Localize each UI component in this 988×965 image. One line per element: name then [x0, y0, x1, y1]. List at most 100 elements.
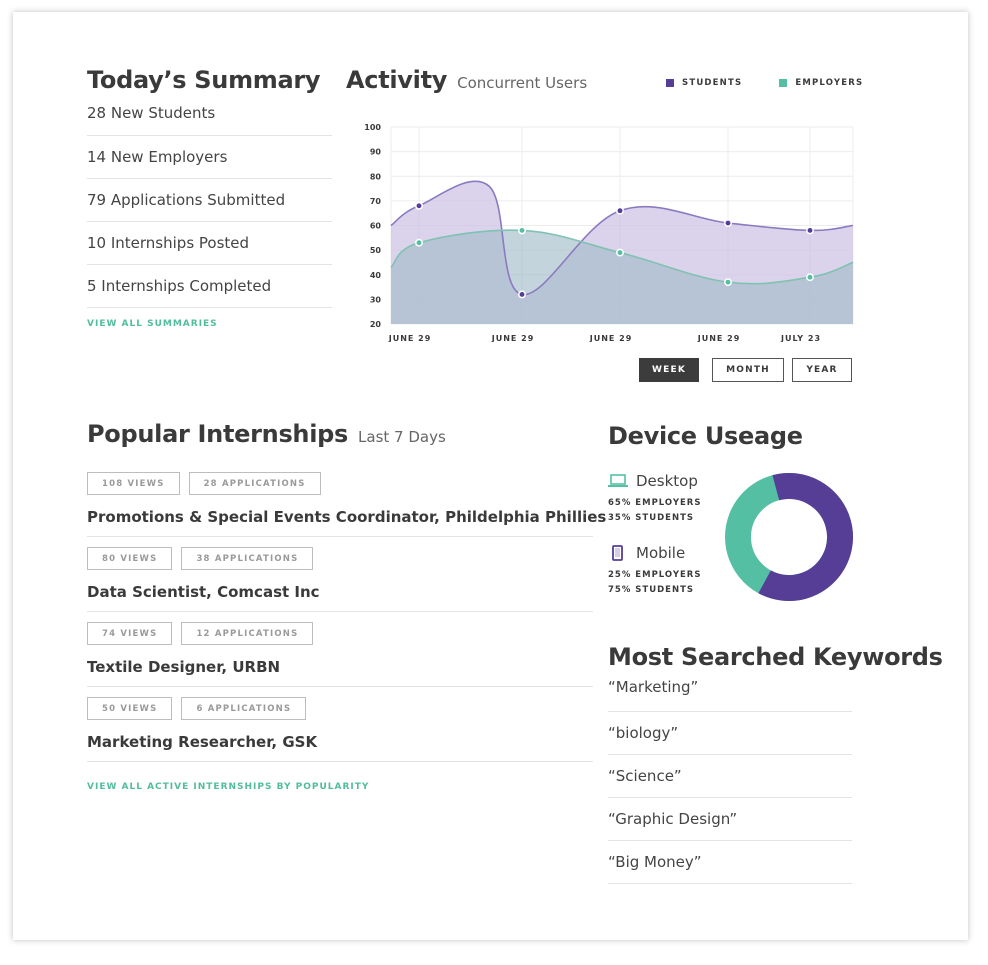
mobile-students-stat: 75% STUDENTS [608, 585, 695, 595]
internships-subtitle: Last 7 Days [358, 428, 446, 446]
keywords-list: “Marketing” “biology” “Science” “Graphic… [608, 674, 852, 884]
y-tick-label: 90 [370, 148, 382, 157]
data-point-students [806, 226, 814, 235]
applications-badge: 28 APPLICATIONS [188, 472, 321, 495]
range-month-button[interactable]: MONTH [712, 358, 784, 382]
internship-item: 74 VIEWS 12 APPLICATIONS Textile Designe… [87, 622, 593, 687]
y-tick-label: 70 [370, 197, 382, 206]
activity-header: Activity Concurrent Users [346, 66, 587, 94]
internship-stats: 80 VIEWS 38 APPLICATIONS [87, 547, 593, 570]
device-title: Device Useage [608, 422, 803, 450]
keyword-item[interactable]: “Graphic Design” [608, 798, 852, 841]
internships-title: Popular Internships [87, 420, 349, 448]
activity-title: Activity [346, 66, 448, 94]
device-mobile: Mobile 25% EMPLOYERS 75% STUDENTS [608, 544, 701, 598]
y-tick-label: 40 [370, 271, 382, 280]
x-tick-label: JUNE 29 [697, 334, 741, 342]
donut-segment-students [725, 473, 853, 601]
data-point-students [724, 219, 732, 227]
data-point-students [518, 290, 526, 299]
device-desktop-label: Desktop [636, 472, 698, 490]
internship-item: 108 VIEWS 28 APPLICATIONS Promotions & S… [87, 472, 607, 537]
device-desktop: Desktop 65% EMPLOYERS 35% STUDENTS [608, 472, 701, 526]
summary-item: 28 New Students [87, 104, 332, 136]
applications-badge: 38 APPLICATIONS [181, 547, 314, 570]
chart-area-overlap [391, 230, 853, 324]
x-tick-label: JUNE 29 [589, 334, 633, 342]
keyword-item[interactable]: “Big Money” [608, 841, 852, 884]
summary-item: 14 New Employers [87, 136, 332, 179]
chart-legend: STUDENTS EMPLOYERS [666, 78, 863, 88]
desktop-students-stat: 35% STUDENTS [608, 513, 695, 523]
y-tick-label: 80 [370, 172, 382, 181]
device-desktop-stats: 65% EMPLOYERS 35% STUDENTS [608, 496, 701, 526]
keyword-item[interactable]: “biology” [608, 712, 852, 755]
activity-subtitle: Concurrent Users [457, 74, 588, 92]
mobile-employers-stat: 25% EMPLOYERS [608, 570, 702, 580]
internship-stats: 108 VIEWS 28 APPLICATIONS [87, 472, 593, 495]
dashboard-card: Today’s Summary 28 New Students 14 New E… [13, 12, 968, 940]
keyword-item[interactable]: “Marketing” [608, 674, 852, 712]
range-year-button[interactable]: YEAR [792, 358, 852, 382]
x-tick-label: JUNE 29 [491, 334, 535, 342]
legend-item-students: STUDENTS [666, 78, 742, 88]
keyword-item[interactable]: “Science” [608, 755, 852, 798]
summary-item: 5 Internships Completed [87, 265, 332, 308]
view-all-summaries-link[interactable]: VIEW ALL SUMMARIES [87, 319, 218, 329]
internship-title[interactable]: Promotions & Special Events Coordinator,… [87, 508, 607, 526]
internship-title[interactable]: Marketing Researcher, GSK [87, 733, 318, 751]
summary-item: 79 Applications Submitted [87, 179, 332, 222]
data-point-employers [415, 238, 423, 247]
data-point-employers [518, 226, 526, 235]
y-tick-label: 30 [370, 295, 382, 304]
device-usage-donut-chart [725, 473, 853, 601]
x-tick-label: JULY 23 [780, 334, 821, 342]
device-mobile-label: Mobile [636, 544, 686, 562]
device-mobile-head: Mobile [608, 544, 701, 562]
y-tick-label: 50 [370, 246, 382, 255]
summary-item: 10 Internships Posted [87, 222, 332, 265]
divider [87, 611, 593, 612]
data-point-employers [724, 278, 732, 287]
legend-swatch [666, 79, 674, 87]
internship-title[interactable]: Data Scientist, Comcast Inc [87, 583, 320, 601]
desktop-employers-stat: 65% EMPLOYERS [608, 498, 702, 508]
data-point-employers [616, 248, 624, 257]
internship-stats: 50 VIEWS 6 APPLICATIONS [87, 697, 593, 720]
data-point-students [616, 206, 624, 215]
internship-title[interactable]: Textile Designer, URBN [87, 658, 281, 676]
views-badge: 80 VIEWS [87, 547, 173, 570]
y-tick-label: 60 [370, 222, 382, 231]
divider [87, 686, 593, 687]
views-badge: 74 VIEWS [87, 622, 173, 645]
internship-stats: 74 VIEWS 12 APPLICATIONS [87, 622, 593, 645]
divider [87, 536, 593, 537]
legend-item-employers: EMPLOYERS [779, 78, 863, 88]
internships-header: Popular Internships Last 7 Days [87, 420, 446, 448]
views-badge: 108 VIEWS [87, 472, 180, 495]
y-tick-label: 20 [370, 320, 382, 329]
applications-badge: 12 APPLICATIONS [181, 622, 314, 645]
chart-area-employers [391, 230, 853, 324]
applications-badge: 6 APPLICATIONS [181, 697, 307, 720]
view-all-internships-link[interactable]: VIEW ALL ACTIVE INTERNSHIPS BY POPULARIT… [87, 782, 370, 792]
summary-title: Today’s Summary [87, 66, 321, 94]
range-week-button[interactable]: WEEK [639, 358, 699, 382]
summary-list: 28 New Students 14 New Employers 79 Appl… [87, 104, 332, 308]
legend-swatch [779, 79, 788, 87]
device-mobile-stats: 25% EMPLOYERS 75% STUDENTS [608, 568, 701, 598]
internship-item: 50 VIEWS 6 APPLICATIONS Marketing Resear… [87, 697, 593, 762]
x-tick-label: JUNE 29 [388, 334, 432, 342]
legend-label: STUDENTS [682, 78, 743, 88]
divider [87, 761, 593, 762]
internship-item: 80 VIEWS 38 APPLICATIONS Data Scientist,… [87, 547, 593, 612]
device-desktop-head: Desktop [608, 472, 701, 490]
y-tick-label: 100 [364, 123, 381, 132]
keywords-title: Most Searched Keywords [608, 643, 943, 671]
chart-line-students [390, 180, 854, 296]
laptop-icon [608, 474, 628, 487]
legend-label: EMPLOYERS [795, 78, 864, 88]
activity-chart: 20 30 40 50 60 70 80 90 100 JUNE 29 JUNE 29 JUNE 29… [364, 123, 854, 342]
views-badge: 50 VIEWS [87, 697, 173, 720]
data-point-students [415, 201, 423, 210]
